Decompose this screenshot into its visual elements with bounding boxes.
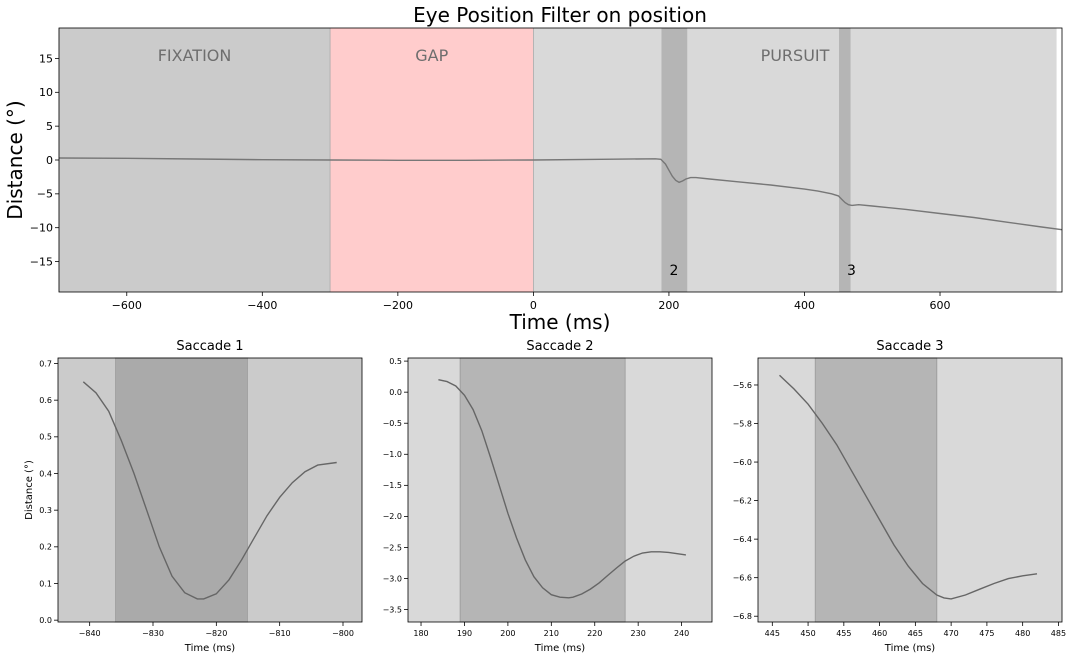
y-tick-label: 5 [46, 120, 53, 133]
y-tick-label: −6.4 [733, 535, 752, 544]
x-tick-label: 600 [930, 299, 951, 312]
saccade-2-title: Saccade 2 [526, 339, 593, 354]
x-tick-label: −820 [205, 629, 227, 638]
main-xlabel: Time (ms) [509, 310, 611, 334]
saccade-2-chart: 180 190 200 210 220 230 240 −3.5 −3.0 −2.5 −2.0 −1.… [383, 357, 713, 638]
axes-frame [757, 357, 1063, 623]
y-tick-label: 0.5 [39, 433, 52, 442]
y-tick-label: −10 [30, 222, 53, 235]
y-tick-label: 0.0 [39, 616, 52, 625]
saccade-window [114, 357, 249, 623]
x-tick-label: 470 [943, 629, 958, 638]
phase-label: PURSUIT [761, 46, 830, 65]
y-tick-label: −6.8 [733, 612, 752, 621]
x-tick-label: −830 [142, 629, 164, 638]
x-tick-label: 445 [765, 629, 780, 638]
main-chart: FIXATION GAP PURSUIT 2 3 −600 −400 −200 0 200 400 6… [30, 27, 1063, 312]
saccade-1-ylabel: Distance (°) [24, 460, 35, 520]
y-tick-label: −6.6 [733, 573, 752, 582]
x-tick-label: −400 [247, 299, 277, 312]
y-tick-label: −3.0 [383, 574, 402, 583]
x-tick-label: 190 [457, 629, 472, 638]
y-tick-label: 0.3 [39, 506, 52, 515]
x-tick-label: 460 [872, 629, 887, 638]
y-tick-label: −6.2 [733, 496, 752, 505]
y-tick-label: 0.5 [389, 357, 402, 366]
saccade-window [814, 357, 938, 623]
y-tick-label: −15 [30, 255, 53, 268]
x-tick-label: 480 [1015, 629, 1030, 638]
x-tick-label: 180 [413, 629, 428, 638]
y-tick-label: −2.0 [383, 512, 402, 521]
x-tick-label: 485 [1051, 629, 1066, 638]
axes-frame [407, 357, 713, 623]
x-tick-label: 400 [794, 299, 815, 312]
saccade-band [839, 28, 851, 292]
y-tick-label: −6.0 [733, 458, 752, 467]
y-tick-label: −5.8 [733, 419, 752, 428]
y-tick-label: 0.4 [39, 469, 52, 478]
y-tick-label: 0.0 [389, 388, 402, 397]
saccade-label: 2 [669, 263, 678, 279]
saccade-1-title: Saccade 1 [176, 339, 243, 354]
x-tick-label: 210 [544, 629, 559, 638]
x-tick-label: 455 [836, 629, 851, 638]
y-tick-label: 0.2 [39, 543, 52, 552]
y-tick-label: −5.6 [733, 381, 752, 390]
y-tick-label: −1.5 [383, 481, 402, 490]
y-tick-label: −0.5 [383, 419, 402, 428]
saccade-label: 3 [847, 263, 856, 279]
y-tick-label: 15 [39, 52, 53, 65]
y-tick-label: 10 [39, 86, 53, 99]
phase-label: GAP [415, 46, 448, 65]
main-ylabel: Distance (°) [3, 100, 27, 219]
saccade-pre-region [58, 358, 115, 622]
series-line [779, 374, 1038, 600]
main-title: Eye Position Filter on position [413, 3, 707, 27]
x-tick-label: −200 [383, 299, 413, 312]
y-tick-label: −5 [37, 188, 53, 201]
y-tick-label: 0.1 [39, 579, 52, 588]
phase-label: FIXATION [158, 46, 232, 65]
series-line [82, 381, 337, 600]
x-tick-label: 475 [979, 629, 994, 638]
saccade-3-xlabel: Time (ms) [884, 643, 936, 654]
x-tick-label: −810 [269, 629, 291, 638]
x-tick-label: 450 [800, 629, 815, 638]
y-tick-label: −2.5 [383, 543, 402, 552]
x-tick-label: 0 [530, 299, 537, 312]
x-tick-label: −800 [332, 629, 354, 638]
axes-frame [57, 357, 363, 623]
saccade-2-xlabel: Time (ms) [534, 643, 586, 654]
x-tick-label: −840 [79, 629, 101, 638]
x-tick-label: 465 [908, 629, 923, 638]
saccade-post-region [248, 358, 362, 622]
series-line [58, 157, 1063, 231]
saccade-band [661, 28, 688, 292]
x-tick-label: 200 [500, 629, 515, 638]
series-line [438, 379, 686, 599]
y-tick-label: −3.5 [383, 605, 402, 614]
y-tick-label: 0.7 [39, 359, 52, 368]
phase-region [533, 28, 1057, 292]
y-tick-label: 0.6 [39, 396, 52, 405]
x-tick-label: −600 [112, 299, 142, 312]
x-tick-label: 200 [658, 299, 679, 312]
saccade-3-title: Saccade 3 [876, 339, 943, 354]
saccade-1-chart: −840 −830 −820 −810 −800 0.0 0.1 0.2 0.3 0.4 0.5 0.… [39, 357, 363, 638]
y-tick-label: −1.0 [383, 450, 402, 459]
x-tick-label: 230 [631, 629, 646, 638]
saccade-1-xlabel: Time (ms) [184, 643, 236, 654]
saccade-3-chart: 445 450 455 460 465 470 475 480 485 −6.8 −6.6 −6.4 −… [733, 357, 1066, 638]
x-tick-label: 220 [587, 629, 602, 638]
x-tick-label: 240 [674, 629, 689, 638]
y-tick-label: 0 [46, 154, 53, 167]
